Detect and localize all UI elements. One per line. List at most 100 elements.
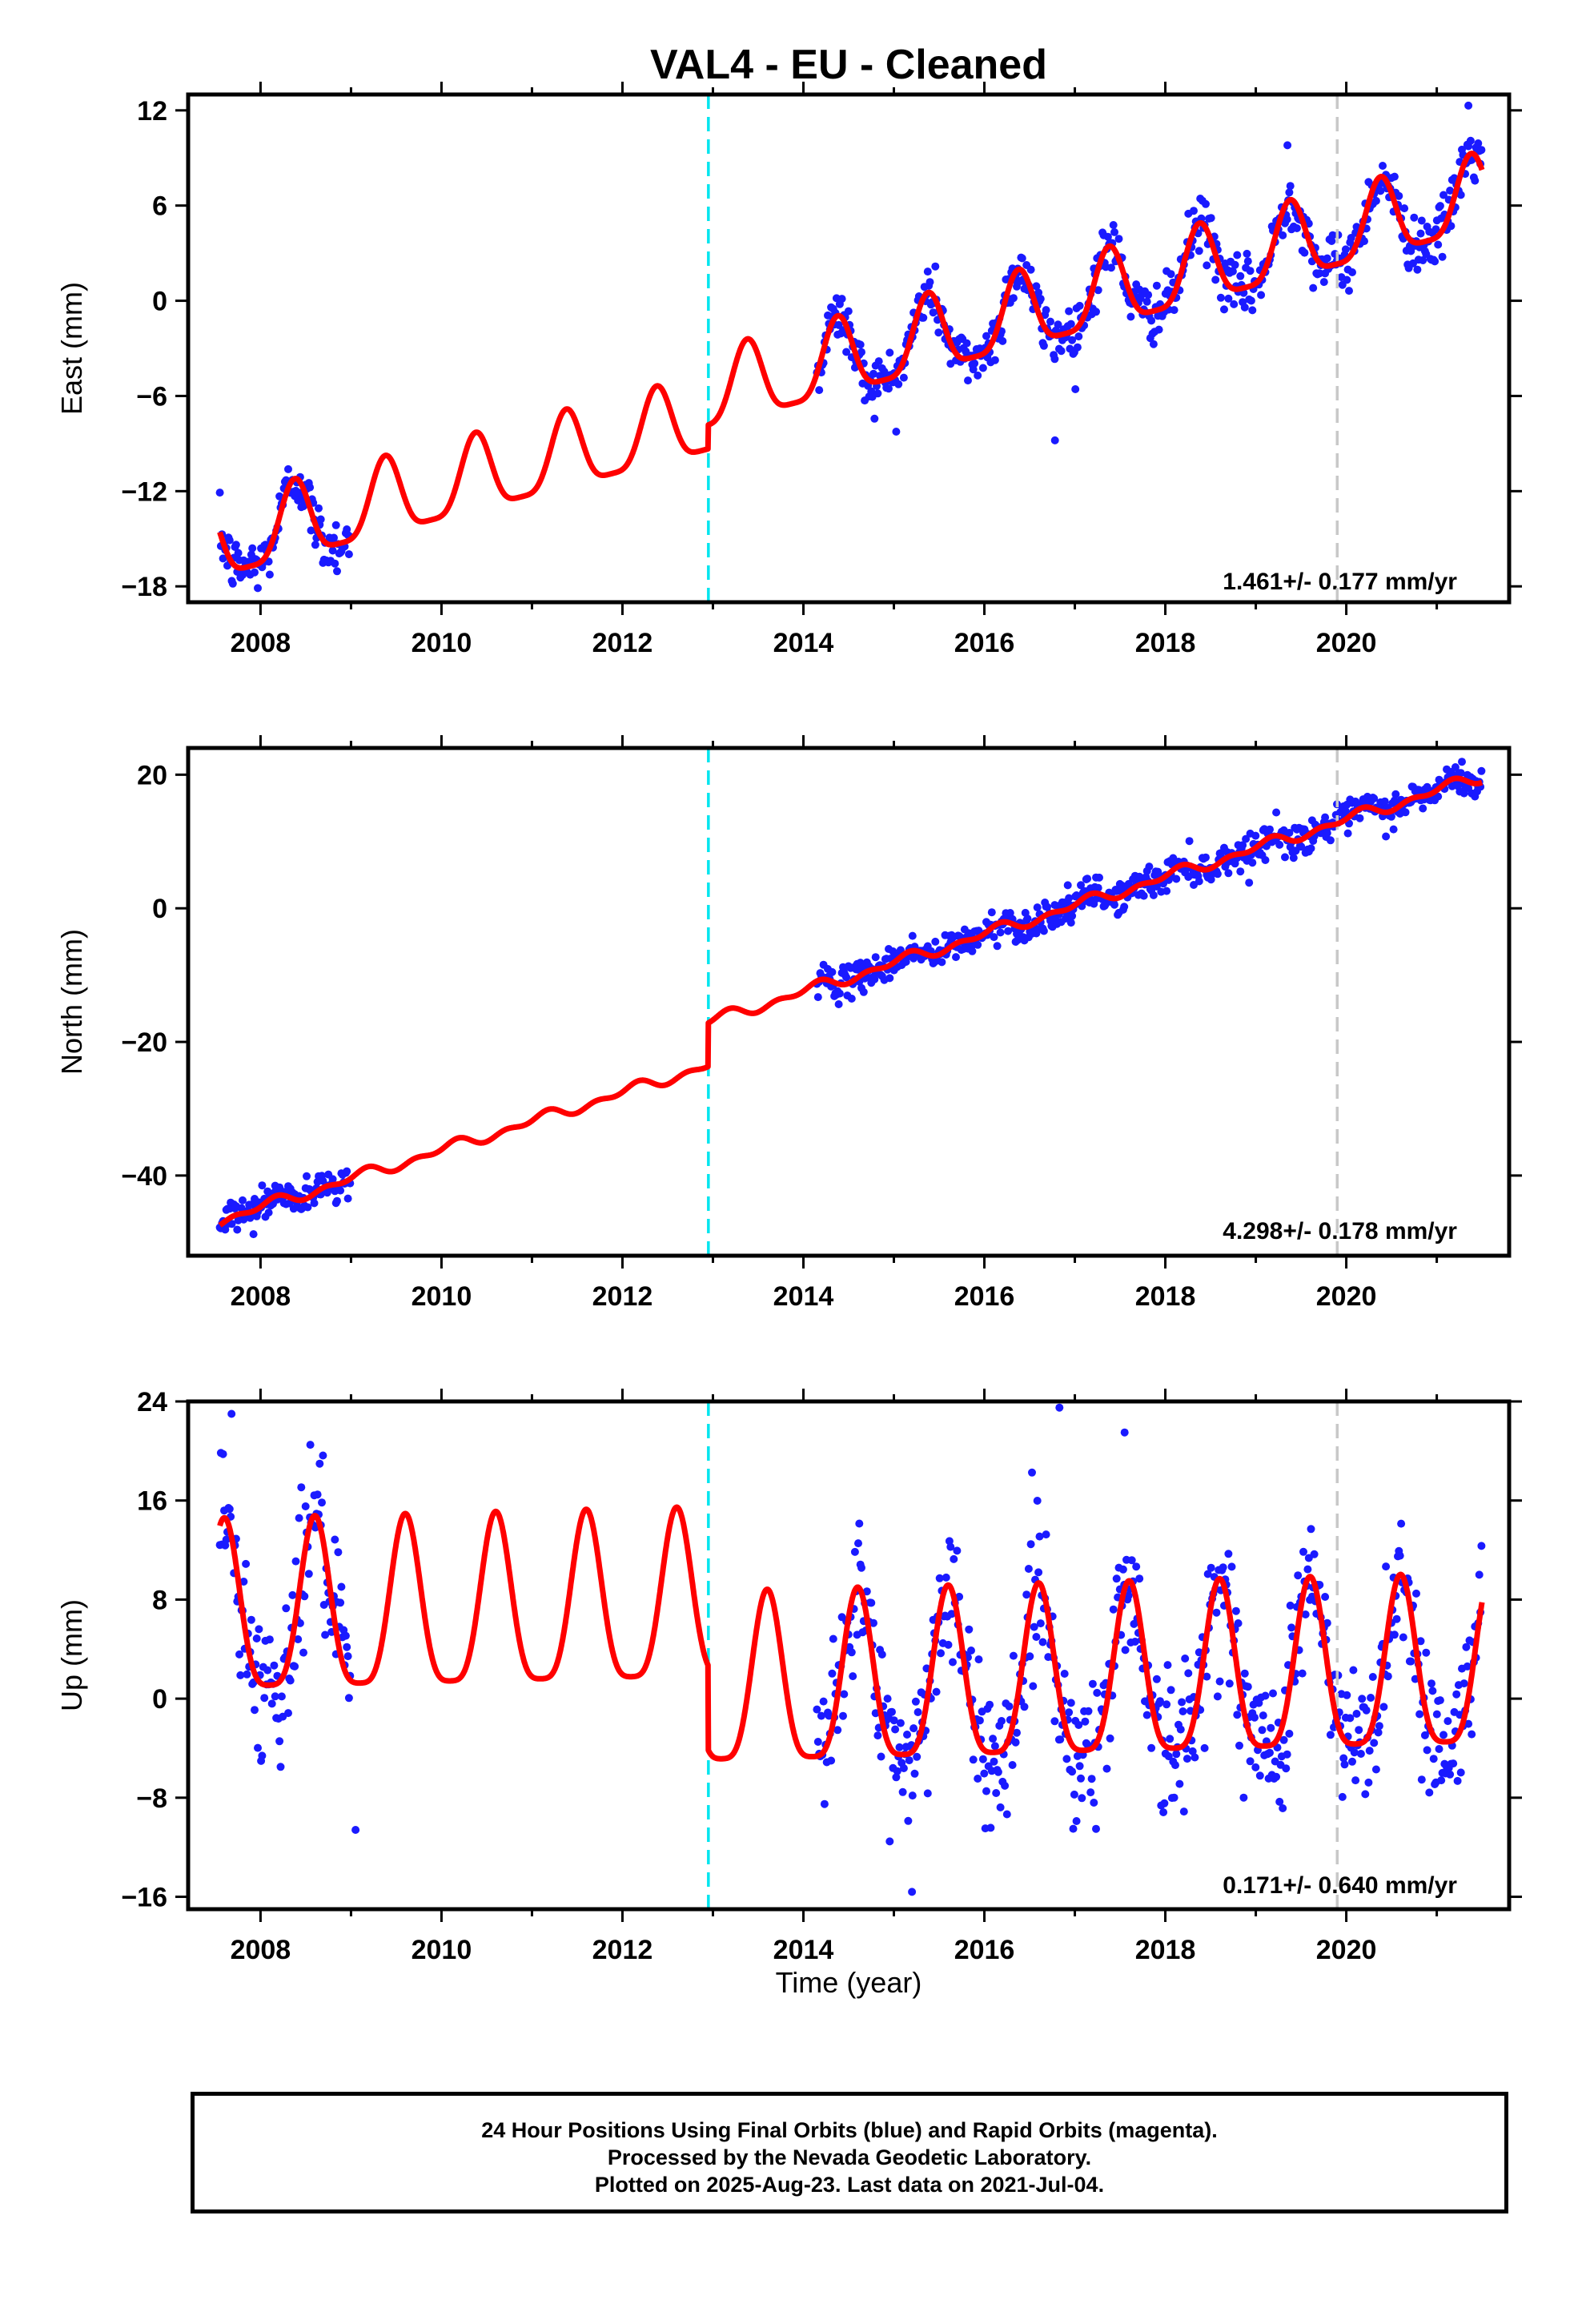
north-data-point xyxy=(1039,927,1048,935)
up-data-point xyxy=(276,1763,285,1771)
up-data-point xyxy=(1224,1550,1233,1558)
east-data-point xyxy=(1026,265,1035,274)
up-x-tick-label: 2020 xyxy=(1316,1935,1377,1965)
north-data-point xyxy=(249,1230,258,1239)
up-data-point xyxy=(341,1631,350,1640)
north-panel: North (mm) 4.298+/- 0.178 mm/yr 2008 2010… xyxy=(55,735,1522,1312)
east-data-point xyxy=(1466,136,1475,145)
east-data-point xyxy=(1477,146,1486,155)
up-data-point xyxy=(867,1598,876,1607)
east-data-point xyxy=(1417,216,1426,225)
east-data-point xyxy=(969,365,978,374)
east-data-point xyxy=(1231,260,1239,269)
up-data-point xyxy=(1258,1726,1267,1735)
up-data-point xyxy=(1231,1606,1240,1615)
east-data-point xyxy=(1054,320,1062,329)
up-panel: Up (mm) 0.171+/- 0.640 mm/yr 2008 2010 201… xyxy=(55,1387,1522,1965)
east-data-point xyxy=(1147,316,1156,325)
east-data-point xyxy=(331,559,339,568)
up-data-point xyxy=(1166,1735,1174,1743)
north-data-point xyxy=(1063,881,1072,890)
up-x-tick-label: 2016 xyxy=(954,1935,1015,1965)
east-data-point xyxy=(1036,295,1045,304)
up-x-tick-label: 2010 xyxy=(412,1935,472,1965)
up-outlier-point xyxy=(351,1826,360,1834)
up-data-point xyxy=(1425,1788,1434,1797)
up-data-point xyxy=(242,1559,251,1568)
up-data-point xyxy=(1191,1753,1199,1762)
up-data-point xyxy=(1240,1669,1249,1678)
north-data-point xyxy=(1261,856,1270,864)
east-data-point xyxy=(1092,308,1100,316)
east-data-point xyxy=(1447,222,1456,231)
up-data-point xyxy=(953,1546,962,1555)
up-data-point xyxy=(1266,1748,1274,1757)
up-data-point xyxy=(1212,1608,1221,1617)
north-data-point xyxy=(938,958,946,967)
east-data-point xyxy=(1211,275,1220,284)
up-data-point xyxy=(260,1694,269,1703)
east-data-point xyxy=(225,536,234,545)
east-data-point xyxy=(844,307,853,316)
north-plot-area xyxy=(215,748,1486,1256)
north-data-point xyxy=(310,1199,319,1208)
east-rate-label: 1.461+/- 0.177 mm/yr xyxy=(1223,569,1457,595)
up-data-point xyxy=(1068,1767,1077,1776)
up-data-point xyxy=(301,1502,310,1510)
north-data-point xyxy=(258,1181,267,1190)
up-data-point xyxy=(1142,1711,1151,1719)
up-data-point xyxy=(847,1648,856,1657)
north-data-point xyxy=(333,1196,341,1205)
north-data-point xyxy=(1343,829,1352,838)
east-data-point xyxy=(899,373,908,382)
north-y-tick-label: −20 xyxy=(121,1027,167,1058)
east-data-point xyxy=(1202,199,1210,208)
up-data-point xyxy=(1178,1707,1187,1715)
up-data-point xyxy=(343,1652,352,1661)
up-data-point xyxy=(284,1709,292,1718)
up-data-point xyxy=(1036,1619,1045,1628)
up-data-point xyxy=(286,1676,295,1685)
up-data-point xyxy=(1135,1574,1144,1583)
up-data-point xyxy=(1028,1468,1036,1477)
east-data-point xyxy=(328,546,337,555)
north-data-point xyxy=(1401,808,1410,817)
up-y-tick-label: 24 xyxy=(137,1387,167,1417)
up-data-point xyxy=(1009,1651,1018,1660)
east-data-point xyxy=(1050,355,1059,364)
up-x-tick-label: 2018 xyxy=(1135,1935,1196,1965)
north-y-tick-label: 20 xyxy=(137,760,167,790)
north-data-point xyxy=(1120,903,1129,911)
east-data-point xyxy=(1345,287,1353,296)
east-data-point xyxy=(885,384,893,393)
up-data-point xyxy=(1427,1679,1435,1688)
up-data-point xyxy=(1412,1589,1420,1598)
north-data-point xyxy=(828,967,837,976)
east-data-point xyxy=(307,526,315,535)
up-data-point xyxy=(1279,1804,1287,1812)
up-data-point xyxy=(1251,1713,1259,1722)
up-data-point xyxy=(1452,1690,1461,1699)
east-data-point xyxy=(1068,336,1077,344)
east-x-tick-label: 2014 xyxy=(773,628,834,658)
up-data-point xyxy=(1390,1630,1399,1639)
up-data-point xyxy=(1166,1686,1175,1695)
north-data-point xyxy=(996,928,1005,937)
up-data-point xyxy=(1321,1593,1330,1601)
east-data-point xyxy=(837,295,846,304)
up-data-point xyxy=(1086,1788,1095,1797)
up-data-point xyxy=(1432,1710,1441,1719)
east-data-point xyxy=(306,483,315,492)
north-data-point xyxy=(264,1208,273,1217)
east-data-point xyxy=(1228,267,1237,275)
up-data-point xyxy=(849,1672,857,1681)
up-data-point xyxy=(1090,1799,1098,1807)
up-data-point xyxy=(1215,1677,1224,1686)
up-data-point xyxy=(813,1738,822,1746)
north-y-tick-label: 0 xyxy=(152,894,167,924)
up-data-point xyxy=(1307,1525,1315,1534)
up-data-point xyxy=(331,1535,339,1544)
up-data-point xyxy=(1026,1540,1035,1549)
up-data-point xyxy=(1032,1633,1041,1641)
up-data-point xyxy=(975,1716,984,1725)
